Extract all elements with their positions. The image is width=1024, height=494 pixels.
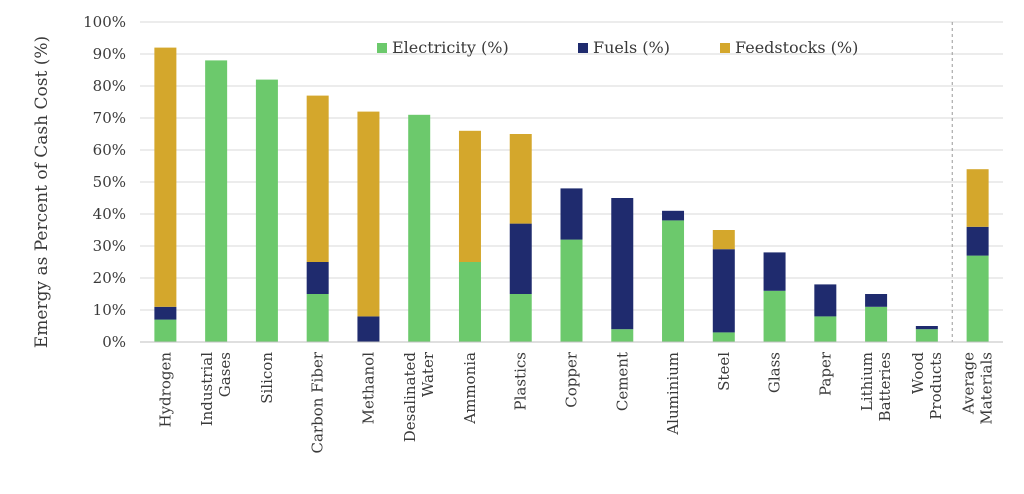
- y-tick-label: 70%: [93, 109, 126, 127]
- bar-segment-feedstocks: [357, 111, 380, 317]
- bar-segment-fuels: [865, 294, 888, 307]
- bar-segment-electricity: [966, 255, 989, 342]
- bar-segment-feedstocks: [306, 95, 329, 262]
- category-label: Water: [419, 351, 437, 397]
- category-label: Wood: [909, 352, 927, 394]
- y-tick-label: 60%: [93, 141, 126, 159]
- bar-segment-fuels: [814, 284, 837, 317]
- legend-label: Feedstocks (%): [735, 38, 858, 57]
- bar-segment-electricity: [154, 319, 177, 342]
- bar-segment-electricity: [712, 332, 735, 342]
- category-label: Steel: [715, 352, 733, 391]
- bar-segment-feedstocks: [458, 130, 481, 262]
- bar-segment-electricity: [255, 79, 278, 342]
- bar-segment-electricity: [560, 239, 583, 342]
- category-label: Materials: [978, 352, 996, 425]
- y-tick-label: 90%: [93, 45, 126, 63]
- category-label: Methanol: [359, 352, 377, 425]
- bar-segment-feedstocks: [154, 47, 177, 307]
- bar-segment-electricity: [509, 294, 532, 342]
- bar-segment-fuels: [763, 252, 786, 291]
- bar-segment-fuels: [712, 249, 735, 333]
- y-tick-label: 80%: [93, 77, 126, 95]
- bar-segment-feedstocks: [509, 134, 532, 224]
- category-label: Products: [927, 352, 945, 420]
- bar-segment-electricity: [205, 60, 228, 343]
- bar-segment-fuels: [611, 198, 634, 330]
- category-label: Plastics: [512, 352, 530, 410]
- category-label: Cement: [613, 352, 631, 411]
- y-tick-label: 40%: [93, 205, 126, 223]
- y-tick-label: 10%: [93, 301, 126, 319]
- bar-segment-electricity: [865, 306, 888, 342]
- bar-segment-fuels: [966, 226, 989, 256]
- bar-segment-fuels: [154, 306, 177, 320]
- y-tick-label: 100%: [83, 13, 126, 31]
- bar-segment-electricity: [915, 329, 938, 342]
- bar-segment-feedstocks: [712, 230, 735, 250]
- category-label: Copper: [563, 351, 581, 408]
- bar-segment-fuels: [306, 262, 329, 294]
- y-tick-label: 30%: [93, 237, 126, 255]
- bar-segment-fuels: [915, 326, 938, 330]
- bar-segment-electricity: [306, 294, 329, 342]
- category-label: Hydrogen: [156, 352, 174, 428]
- category-label: Industrial: [198, 352, 216, 426]
- legend-swatch: [720, 43, 730, 53]
- category-label: Glass: [766, 352, 784, 393]
- y-tick-label: 20%: [93, 269, 126, 287]
- bar-segment-electricity: [763, 290, 786, 342]
- bar-segment-electricity: [611, 329, 634, 342]
- legend-label: Fuels (%): [593, 38, 670, 57]
- category-label: Desalinated: [401, 352, 419, 443]
- legend-swatch: [377, 43, 387, 53]
- category-label: Carbon Fiber: [309, 351, 327, 453]
- category-label: Aluminium: [664, 352, 682, 436]
- bar-segment-feedstocks: [966, 169, 989, 227]
- bar-segment-fuels: [662, 210, 685, 221]
- bar-segment-fuels: [509, 223, 532, 294]
- legend-swatch: [578, 43, 588, 53]
- category-label: Average: [960, 352, 978, 415]
- category-label: Paper: [816, 351, 834, 396]
- category-label: Ammonia: [461, 352, 479, 425]
- bar-segment-electricity: [814, 316, 837, 342]
- bar-segment-electricity: [662, 220, 685, 342]
- bar-segment-fuels: [357, 316, 380, 342]
- category-label: Batteries: [876, 352, 894, 421]
- category-label: Silicon: [258, 352, 276, 404]
- y-tick-label: 50%: [93, 173, 126, 191]
- category-label: Gases: [216, 352, 234, 397]
- category-label: Lithium: [858, 352, 876, 411]
- legend-label: Electricity (%): [392, 38, 509, 57]
- y-axis-label: Emergy as Percent of Cash Cost (%): [32, 36, 52, 348]
- bar-segment-electricity: [458, 262, 481, 342]
- bar-segment-electricity: [408, 114, 431, 342]
- y-tick-label: 0%: [102, 333, 126, 351]
- bar-segment-fuels: [560, 188, 583, 240]
